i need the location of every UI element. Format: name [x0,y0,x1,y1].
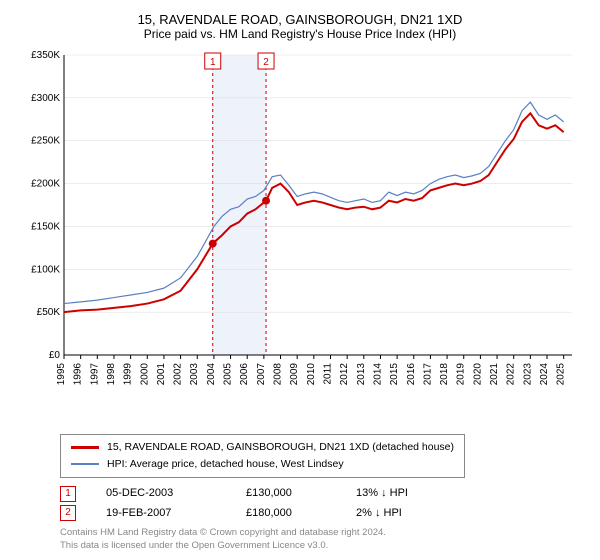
svg-text:2006: 2006 [239,363,250,386]
svg-text:£300K: £300K [31,93,60,104]
svg-text:2025: 2025 [556,363,567,386]
svg-text:2007: 2007 [256,363,267,386]
svg-text:1995: 1995 [56,363,67,386]
chart-subtitle: Price paid vs. HM Land Registry's House … [20,27,580,41]
legend-label-1: HPI: Average price, detached house, West… [107,456,344,473]
svg-text:1998: 1998 [106,363,117,386]
marker-badge: 2 [60,505,76,521]
svg-text:2014: 2014 [372,363,383,386]
svg-text:2019: 2019 [456,363,467,386]
svg-text:£50K: £50K [37,307,61,318]
svg-text:2005: 2005 [223,363,234,386]
svg-text:2: 2 [263,57,269,68]
chart-plot: £0 £50K £100K £150K £200K £250K £300K £350K 1995… [20,49,580,428]
svg-text:2024: 2024 [539,363,550,386]
svg-text:£0: £0 [49,350,61,361]
svg-text:2020: 2020 [472,363,483,386]
chart-title: 15, RAVENDALE ROAD, GAINSBOROUGH, DN21 1… [20,12,580,27]
svg-text:2023: 2023 [522,363,533,386]
svg-text:2001: 2001 [156,363,167,386]
svg-text:2018: 2018 [439,363,450,386]
svg-text:1996: 1996 [73,363,84,386]
svg-text:£250K: £250K [31,136,60,147]
svg-text:£150K: £150K [31,221,60,232]
svg-text:2003: 2003 [189,363,200,386]
svg-text:1999: 1999 [123,363,134,386]
svg-text:2011: 2011 [322,363,333,385]
svg-text:2013: 2013 [356,363,367,386]
marker-badge: 1 [60,486,76,502]
footer-attribution: Contains HM Land Registry data © Crown c… [60,527,580,552]
marker-table: 1 05-DEC-2003 £130,000 13% ↓ HPI 2 19-FE… [60,484,580,524]
svg-text:2000: 2000 [139,363,150,386]
svg-text:£350K: £350K [31,50,60,61]
svg-text:2009: 2009 [289,363,300,386]
svg-text:2002: 2002 [173,363,184,386]
legend-label-0: 15, RAVENDALE ROAD, GAINSBOROUGH, DN21 1… [107,439,454,456]
svg-text:2008: 2008 [273,363,284,386]
svg-text:2010: 2010 [306,363,317,386]
svg-text:£100K: £100K [31,264,60,275]
svg-text:2016: 2016 [406,363,417,386]
svg-text:1: 1 [210,57,216,68]
svg-text:2004: 2004 [206,363,217,386]
svg-text:1997: 1997 [89,363,100,386]
svg-text:2012: 2012 [339,363,350,386]
svg-text:2021: 2021 [489,363,500,386]
legend: 15, RAVENDALE ROAD, GAINSBOROUGH, DN21 1… [60,434,465,478]
svg-text:2015: 2015 [389,363,400,386]
svg-text:2022: 2022 [506,363,517,386]
svg-text:£200K: £200K [31,179,60,190]
svg-text:2017: 2017 [422,363,433,386]
